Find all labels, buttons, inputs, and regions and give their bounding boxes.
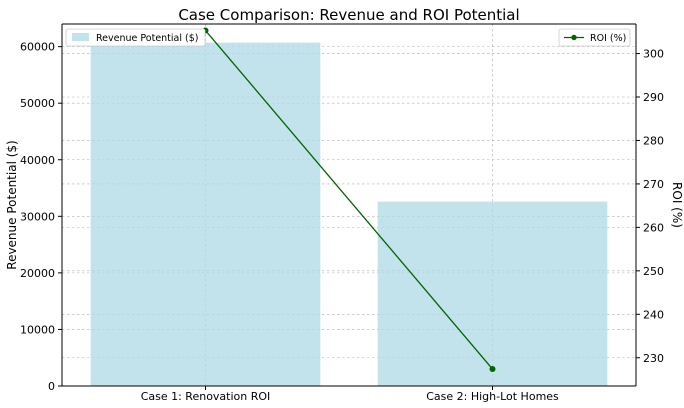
legend-label-revenue: Revenue Potential ($): [96, 33, 199, 44]
legend-right: ROI (%): [558, 28, 631, 47]
legend-swatch-revenue: [72, 33, 89, 41]
right-tick-label-7: 300: [643, 48, 664, 61]
right-axis-ticks: 230 240 250 260 270 280 290 300: [636, 48, 664, 365]
left-tick-label-4: 40000: [20, 154, 55, 167]
axes: [61, 23, 637, 387]
right-tick-label-1: 240: [643, 308, 664, 321]
right-tick-label-0: 230: [643, 352, 664, 365]
chart-title: Case Comparison: Revenue and ROI Potenti…: [178, 6, 519, 24]
bar-1: [90, 42, 321, 387]
legend-label-roi: ROI (%): [590, 33, 626, 44]
left-tick-label-6: 60000: [20, 41, 55, 54]
left-tick-label-1: 10000: [20, 323, 55, 336]
left-axis-ticks: 0 10000 20000 30000 40000 50000 60000: [20, 41, 62, 393]
right-tick-label-5: 280: [643, 134, 664, 147]
left-tick-label-5: 50000: [20, 97, 55, 110]
roi-point-2: [489, 366, 496, 373]
legend-left: Revenue Potential ($): [65, 28, 206, 47]
roi-line-path: [205, 30, 493, 370]
x-tick-label-0: Case 1: Renovation ROI: [141, 390, 271, 403]
left-tick-label-2: 20000: [20, 267, 55, 280]
x-axis-ticks: Case 1: Renovation ROI Case 2: High-Lot H…: [141, 386, 559, 403]
left-axis-label: Revenue Potential ($): [5, 140, 19, 269]
right-tick-label-4: 270: [643, 178, 664, 191]
legend-swatch-roi-marker: [571, 34, 577, 41]
right-tick-label-2: 250: [643, 265, 664, 278]
left-tick-label-0: 0: [48, 380, 55, 393]
left-tick-label-3: 30000: [20, 210, 55, 223]
right-axis-label: ROI (%): [670, 182, 684, 228]
right-tick-label-6: 290: [643, 91, 664, 104]
x-tick-label-1: Case 2: High-Lot Homes: [426, 390, 559, 403]
bar-2: [377, 201, 608, 386]
right-tick-label-3: 260: [643, 221, 664, 234]
bars: [90, 42, 608, 387]
